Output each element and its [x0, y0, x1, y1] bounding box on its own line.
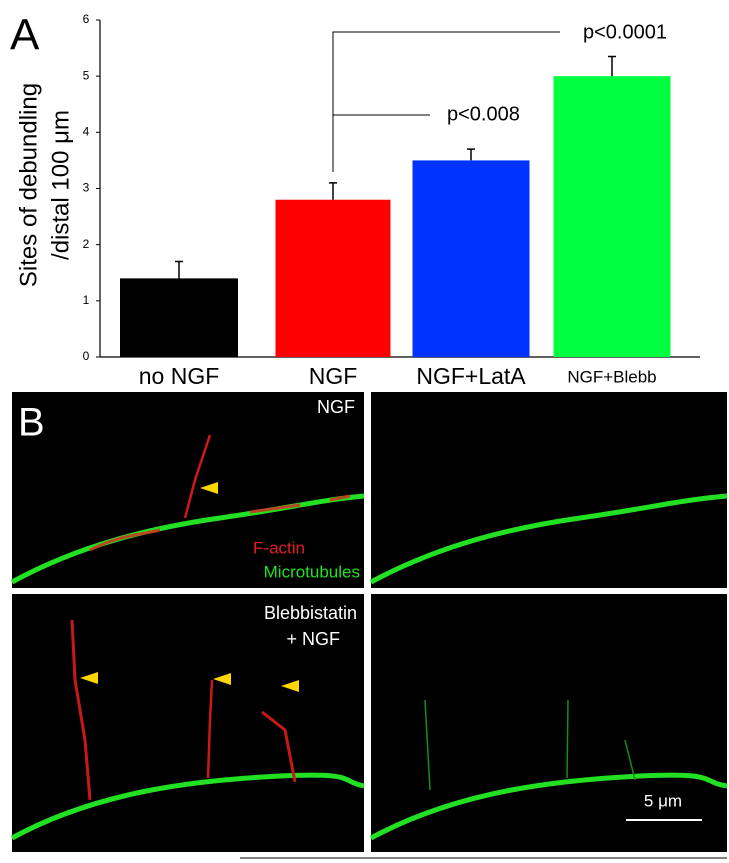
- bracket: [332, 31, 560, 172]
- stain-label: F-actin: [253, 538, 305, 557]
- bar: [120, 278, 238, 357]
- x-tick-label: NGF+LatA: [416, 363, 526, 389]
- panel-label: A: [10, 11, 40, 60]
- annotation: p<0.0001: [583, 21, 667, 43]
- y-tick-label: 2: [83, 237, 90, 251]
- image-label: Blebbistatin: [264, 603, 357, 623]
- y-tick-label: 6: [83, 12, 90, 26]
- image-label: + NGF: [286, 629, 340, 649]
- stain-label: Microtubules: [264, 562, 360, 581]
- y-tick-label: 3: [83, 181, 90, 195]
- x-tick-label: NGF: [309, 363, 358, 389]
- panel-label: B: [18, 401, 45, 445]
- bar: [553, 76, 671, 358]
- y-tick-label: 1: [83, 293, 90, 307]
- bar: [275, 199, 391, 357]
- x-tick-label: no NGF: [139, 363, 220, 389]
- x-tick-label: NGF+Blebb: [567, 367, 656, 386]
- error-bar: [608, 55, 616, 77]
- error-bar: [329, 182, 337, 200]
- y-axis-label: /distal 100 μm: [47, 110, 74, 260]
- image-label: NGF: [317, 397, 355, 417]
- image: [12, 594, 364, 852]
- y-tick-label: 0: [83, 349, 90, 363]
- y-tick-label: 4: [83, 125, 90, 139]
- bar: [412, 160, 530, 357]
- error-bar: [467, 148, 475, 161]
- scale-bar-label: 5 μm: [644, 791, 682, 810]
- error-bar: [175, 260, 183, 279]
- micrographs: [10, 392, 728, 859]
- image: [371, 594, 727, 852]
- y-axis-label: Sites of debundling: [15, 83, 42, 287]
- y-tick-label: 5: [83, 68, 90, 82]
- annotation: p<0.008: [447, 103, 520, 125]
